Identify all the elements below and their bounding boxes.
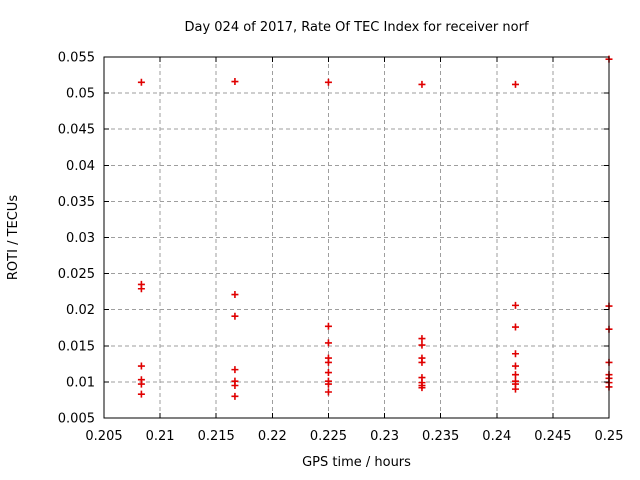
x-tick-label: 0.23 xyxy=(370,429,399,444)
x-tick-label: 0.24 xyxy=(482,429,511,444)
data-point-marker xyxy=(324,339,332,347)
x-tick-label: 0.235 xyxy=(422,429,459,444)
data-point-marker xyxy=(511,80,519,88)
data-point-marker xyxy=(231,291,239,299)
data-point-marker xyxy=(231,382,239,390)
x-tick-label: 0.22 xyxy=(258,429,287,444)
data-point-marker xyxy=(137,78,145,86)
data-point-marker xyxy=(137,362,145,370)
y-tick-label: 0.035 xyxy=(58,195,95,210)
data-point-marker xyxy=(324,380,332,388)
y-tick-label: 0.03 xyxy=(66,231,95,246)
data-point-marker xyxy=(231,78,239,86)
chart-title: Day 024 of 2017, Rate Of TEC Index for r… xyxy=(184,20,528,35)
y-tick-label: 0.04 xyxy=(66,159,95,174)
y-tick-label: 0.005 xyxy=(58,412,95,427)
x-tick-label: 0.205 xyxy=(85,429,122,444)
y-tick-label: 0.01 xyxy=(66,375,95,390)
data-point-marker xyxy=(511,301,519,309)
x-tick-label: 0.245 xyxy=(534,429,571,444)
data-point-marker xyxy=(511,385,519,393)
data-point-marker xyxy=(418,80,426,88)
data-point-marker xyxy=(511,371,519,379)
data-point-marker xyxy=(418,335,426,343)
data-point-marker xyxy=(324,358,332,366)
x-tick-label: 0.225 xyxy=(310,429,347,444)
y-tick-label: 0.025 xyxy=(58,267,95,282)
data-point-marker xyxy=(418,341,426,349)
data-points xyxy=(137,55,613,400)
gridlines xyxy=(104,57,609,418)
data-point-marker xyxy=(418,358,426,366)
data-point-marker xyxy=(324,78,332,86)
x-tick-label: 0.215 xyxy=(198,429,235,444)
data-point-marker xyxy=(324,322,332,330)
tick-labels: 0.205 0.21 0.215 0.22 0.225 0.23 0.235 0.24 0.24… xyxy=(58,51,624,445)
y-tick-label: 0.02 xyxy=(66,303,95,318)
data-point-marker xyxy=(231,312,239,320)
y-tick-label: 0.045 xyxy=(58,123,95,138)
x-axis-label: GPS time / hours xyxy=(302,455,411,470)
x-tick-label: 0.21 xyxy=(146,429,175,444)
data-point-marker xyxy=(324,388,332,396)
data-point-marker xyxy=(231,366,239,374)
data-point-marker xyxy=(418,384,426,392)
data-point-marker xyxy=(511,362,519,370)
data-point-marker xyxy=(137,390,145,398)
data-point-marker xyxy=(511,350,519,358)
data-point-marker xyxy=(231,392,239,400)
y-tick-label: 0.055 xyxy=(58,51,95,66)
data-point-marker xyxy=(324,369,332,377)
y-tick-label: 0.015 xyxy=(58,339,95,354)
data-point-marker xyxy=(511,323,519,331)
y-axis-label: ROTI / TECUs xyxy=(6,195,21,280)
y-tick-label: 0.05 xyxy=(66,87,95,102)
data-point-marker xyxy=(137,285,145,293)
data-point-marker xyxy=(137,380,145,388)
tick-marks xyxy=(103,56,610,419)
x-tick-label: 0.25 xyxy=(595,429,624,444)
